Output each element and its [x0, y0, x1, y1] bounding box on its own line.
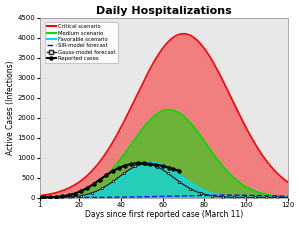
X-axis label: Days since first reported case (March 11): Days since first reported case (March 11… [85, 210, 243, 219]
Legend: Critical scenario, Medium scenario, Favorable scenario, SIR-model forecast, Gaus: Critical scenario, Medium scenario, Favo… [45, 22, 118, 63]
Title: Daily Hospitalizations: Daily Hospitalizations [96, 6, 232, 16]
Y-axis label: Active Cases (Infections): Active Cases (Infections) [6, 60, 15, 155]
